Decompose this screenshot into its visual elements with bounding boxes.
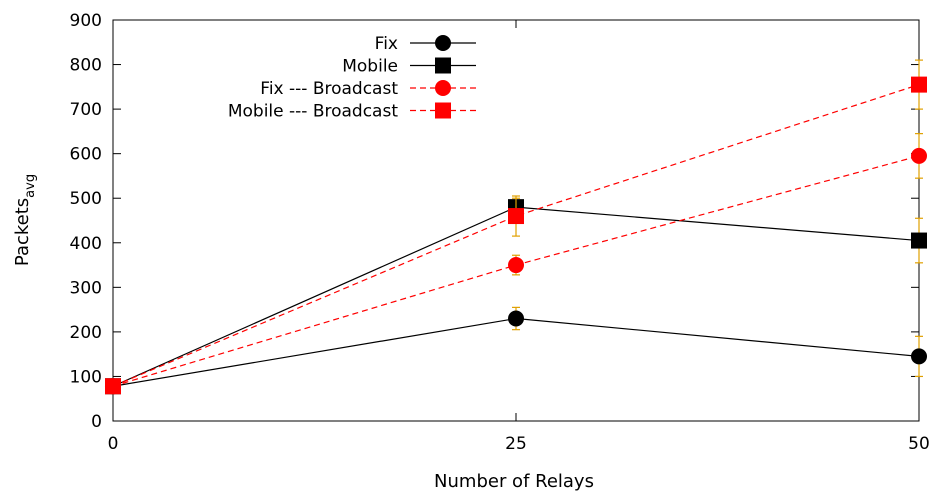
data-point: [508, 310, 524, 327]
legend-item: Mobile: [342, 57, 476, 77]
legend-label: Mobile --- Broadcast: [228, 102, 398, 122]
data-point: [911, 147, 927, 164]
y-tick-label: 200: [70, 323, 102, 343]
legend-marker: [435, 102, 451, 119]
y-axis-label-main: Packets: [12, 198, 33, 266]
y-tick-label: 900: [70, 11, 102, 31]
legend-label: Fix --- Broadcast: [260, 79, 398, 99]
series-4: [105, 59, 927, 395]
legend-item: Mobile --- Broadcast: [228, 102, 476, 122]
data-point: [105, 378, 121, 395]
x-axis: 0 25 50: [108, 20, 930, 454]
y-tick-label: 600: [70, 145, 102, 165]
y-axis-label-subscript: avg: [23, 174, 38, 198]
x-tick-label: 50: [908, 434, 930, 454]
y-axis: 0 100 200 300 400 500 600 700 800 900: [70, 11, 919, 432]
y-tick-label: 700: [70, 100, 102, 120]
y-tick-label: 800: [70, 56, 102, 76]
series-layer: [105, 59, 927, 395]
y-tick-label: 400: [70, 234, 102, 254]
series-line: [112, 84, 920, 387]
y-tick-label: 500: [70, 189, 102, 209]
legend-item: Fix --- Broadcast: [260, 79, 476, 99]
y-tick-label: 300: [70, 278, 102, 298]
legend-marker: [435, 35, 451, 51]
x-axis-label: Number of Relays: [434, 471, 594, 492]
x-tick-label: 25: [505, 434, 527, 454]
data-point: [508, 208, 524, 225]
legend-label: Mobile: [342, 57, 398, 77]
series-3: [105, 133, 927, 395]
y-tick-label: 0: [91, 412, 102, 432]
legend-marker: [435, 57, 451, 74]
legend-marker: [435, 80, 451, 96]
data-point: [911, 76, 927, 93]
y-axis-label: Packetsavg: [12, 174, 38, 266]
legend-item: Fix: [375, 34, 476, 54]
legend-label: Fix: [375, 34, 398, 54]
y-tick-label: 100: [70, 367, 102, 387]
data-point: [508, 257, 524, 274]
series-1: [105, 306, 927, 395]
x-tick-label: 0: [108, 434, 119, 454]
data-point: [911, 348, 927, 365]
data-point: [911, 232, 927, 249]
